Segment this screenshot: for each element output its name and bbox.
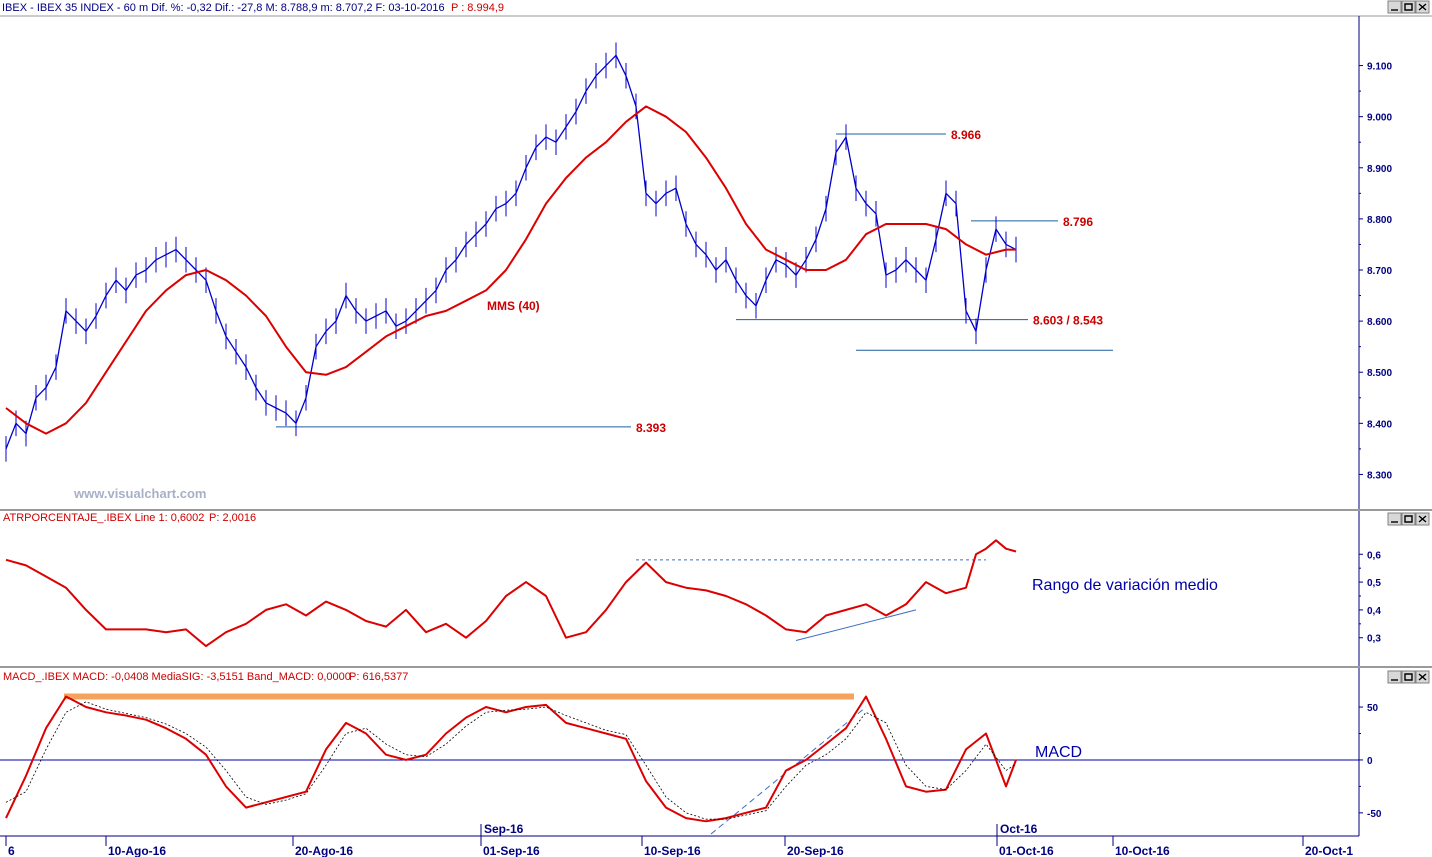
y-tick-label: 8.600 <box>1367 317 1392 328</box>
y-tick-label: 0,3 <box>1367 634 1381 645</box>
macd-label: MACD <box>1035 744 1082 761</box>
restore-icon[interactable] <box>1401 670 1416 684</box>
series-line <box>5 695 1017 823</box>
series-line <box>5 539 1017 648</box>
y-tick-label: 0,4 <box>1367 606 1381 617</box>
level-label: 8.603 / 8.543 <box>1033 314 1103 328</box>
atr-panel-price: P: 2,0016 <box>209 512 256 524</box>
minimize-icon[interactable] <box>1387 0 1402 14</box>
y-tick-label: 0 <box>1367 756 1373 767</box>
minimize-icon[interactable] <box>1387 670 1402 684</box>
price-panel-title: IBEX - IBEX 35 INDEX - 60 m Dif. %: -0,3… <box>2 2 445 14</box>
level-label: 8.796 <box>1063 215 1093 229</box>
macd-panel: -50 0 50 <box>0 693 1382 835</box>
x-tick-label: 10-Sep-16 <box>644 844 701 857</box>
series-line <box>5 54 1017 450</box>
close-icon[interactable] <box>1415 0 1430 14</box>
macd-panel-title: MACD_.IBEX MACD: -0,0408 MediaSIG: -3,51… <box>3 671 351 683</box>
x-tick-label: 10-Ago-16 <box>108 844 166 857</box>
series-line <box>5 105 1016 435</box>
y-tick-label: -50 <box>1367 809 1382 820</box>
month-label: Sep-16 <box>484 822 524 836</box>
y-tick-label: 8.400 <box>1367 419 1392 430</box>
y-tick-label: 50 <box>1367 703 1379 714</box>
macd-panel-price: P: 616,5377 <box>349 671 408 683</box>
watermark: www.visualchart.com <box>73 486 206 501</box>
x-tick-label: 20-Sep-16 <box>787 844 844 857</box>
atr-panel-title: ATRPORCENTAJE_.IBEX Line 1: 0,6002 <box>3 512 204 524</box>
y-tick-label: 9.100 <box>1367 62 1392 73</box>
atr-label: Rango de variación medio <box>1032 577 1218 594</box>
y-tick-label: 8.300 <box>1367 470 1392 481</box>
x-tick-label: 20-Ago-16 <box>295 844 353 857</box>
y-tick-label: 9.000 <box>1367 113 1392 124</box>
restore-icon[interactable] <box>1401 512 1416 526</box>
price-panel-price: P : 8.994,9 <box>451 2 504 14</box>
x-tick-label: 6 <box>8 844 15 857</box>
y-tick-label: 0,5 <box>1367 578 1381 589</box>
restore-icon[interactable] <box>1401 0 1416 14</box>
y-tick-label: 8.700 <box>1367 266 1392 277</box>
price-window-controls <box>1387 0 1430 14</box>
x-tick-label: 01-Oct-16 <box>999 844 1054 857</box>
level-label: 8.393 <box>636 421 666 435</box>
minimize-icon[interactable] <box>1387 512 1402 526</box>
price-panel: 8.300 8.400 8.500 8.600 8.700 8.800 8.900 9.000… <box>5 42 1392 481</box>
x-tick-label: 10-Oct-16 <box>1115 844 1170 857</box>
x-axis: 6 10-Ago-16 20-Ago-16 01-Sep-16 10-Sep-16 20-… <box>5 822 1353 857</box>
atr-panel: 0,3 0,4 0,5 0,6 <box>5 539 1381 648</box>
support-trend-line <box>795 609 917 642</box>
series-line <box>5 701 1017 820</box>
level-label: 8.966 <box>951 128 981 142</box>
y-tick-label: 8.500 <box>1367 368 1392 379</box>
y-tick-label: 8.900 <box>1367 164 1392 175</box>
y-tick-label: 0,6 <box>1367 550 1381 561</box>
y-tick-label: 8.800 <box>1367 215 1392 226</box>
month-label: Oct-16 <box>1000 822 1038 836</box>
trend-line <box>710 706 867 835</box>
x-tick-label: 20-Oct-1 <box>1305 844 1353 857</box>
close-icon[interactable] <box>1415 512 1430 526</box>
close-icon[interactable] <box>1415 670 1430 684</box>
x-tick-label: 01-Sep-16 <box>483 844 540 857</box>
panel-frames <box>0 15 1432 837</box>
average-label: MMS (40) <box>487 299 540 313</box>
macd-window-controls <box>1387 670 1430 684</box>
atr-window-controls <box>1387 512 1430 526</box>
